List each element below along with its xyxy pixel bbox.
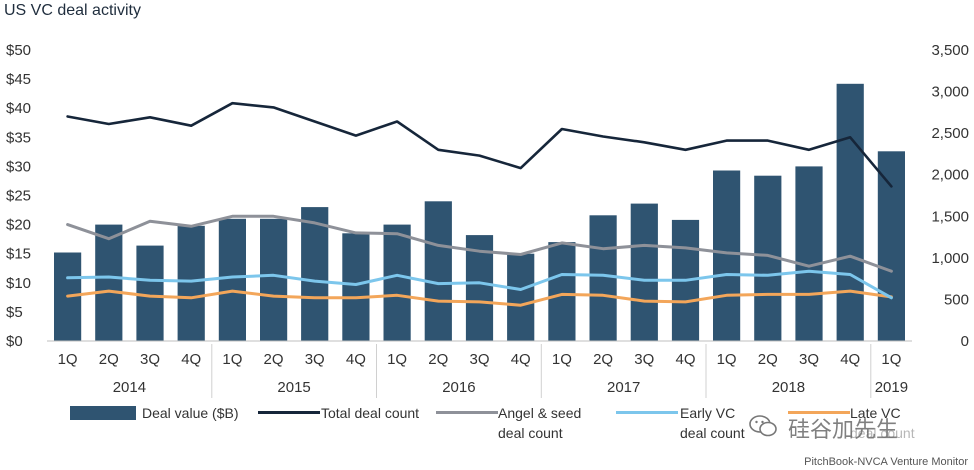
chart-title: US VC deal activity <box>4 2 141 19</box>
bar-deal-value <box>795 166 823 341</box>
legend-label-total: Total deal count <box>321 405 420 421</box>
bar-deal-value <box>260 218 288 341</box>
x-tick-label: 4Q <box>675 351 695 368</box>
legend-label-deal-value: Deal value ($B) <box>142 405 239 421</box>
y-right-tick-label: 500 <box>944 291 969 308</box>
x-tick-label: 1Q <box>552 351 572 368</box>
legend-label-early-line2: deal count <box>680 425 745 441</box>
bar-deal-value <box>507 253 535 341</box>
y-right-tick-label: 1,000 <box>931 250 969 267</box>
y-left-tick-label: $50 <box>6 42 31 59</box>
bar-deal-value <box>713 170 741 341</box>
y-left-tick-label: $10 <box>6 275 31 292</box>
x-year-label: 2014 <box>113 379 146 396</box>
y-left-tick-label: $45 <box>6 71 31 88</box>
legend-swatch-early <box>616 411 678 414</box>
bar-deal-value <box>301 207 329 341</box>
legend-label-angel-line1: Angel & seed <box>498 405 582 421</box>
x-tick-label: 3Q <box>634 351 654 368</box>
x-tick-label: 4Q <box>840 351 860 368</box>
bar-deal-value <box>177 225 205 341</box>
x-tick-label: 1Q <box>58 351 78 368</box>
y-right-tick-label: 0 <box>961 333 969 350</box>
bar-deal-value <box>836 83 864 342</box>
y-right-tick-label: 1,500 <box>931 208 969 225</box>
x-tick-label: 1Q <box>387 351 407 368</box>
x-tick-label: 3Q <box>305 351 325 368</box>
x-year-label: 2016 <box>442 379 475 396</box>
legend-label-late-line1: Late VC <box>850 405 901 421</box>
x-tick-label: 1Q <box>881 351 901 368</box>
bar-deal-value <box>630 203 658 341</box>
legend-swatch-angel <box>436 411 498 414</box>
bar-deal-value <box>136 245 164 341</box>
x-year-label: 2017 <box>607 379 640 396</box>
bar-deal-value <box>383 224 411 341</box>
x-tick-label: 4Q <box>346 351 366 368</box>
x-tick-label: 2Q <box>593 351 613 368</box>
line-early-vc-deal-count <box>66 269 893 300</box>
y-left-tick-label: $20 <box>6 217 31 234</box>
bar-deal-value <box>589 215 617 341</box>
line-group <box>66 101 893 307</box>
bar-deal-value <box>548 242 576 341</box>
source-note: PitchBook-NVCA Venture Monitor <box>804 456 968 468</box>
bar-deal-value <box>218 218 246 341</box>
bar-deal-value <box>424 201 452 341</box>
y-left-tick-label: $5 <box>6 304 23 321</box>
y-right-tick-label: 3,000 <box>931 84 969 101</box>
y-right-tick-label: 2,000 <box>931 167 969 184</box>
watermark-text: 硅谷加先生 <box>788 417 899 442</box>
y-axis-left: $0 $5 $10 $15 $20 $25 $30 $35 $40 $45 $50 <box>6 42 31 350</box>
legend-swatch-total <box>258 411 320 414</box>
y-left-tick-label: $40 <box>6 100 31 117</box>
x-tick-label: 2Q <box>263 351 283 368</box>
bar-deal-value <box>95 224 123 341</box>
x-tick-label: 1Q <box>717 351 737 368</box>
x-tick-label: 3Q <box>799 351 819 368</box>
x-tick-label: 4Q <box>511 351 531 368</box>
y-axis-right: 0 500 1,000 1,500 2,000 2,500 3,000 3,500 <box>931 42 969 350</box>
x-tick-label: 2Q <box>758 351 778 368</box>
x-tick-label: 4Q <box>181 351 201 368</box>
legend-label-angel-line2: deal count <box>498 425 563 441</box>
x-tick-label: 3Q <box>469 351 489 368</box>
y-right-tick-label: 2,500 <box>931 125 969 142</box>
line-late-vc-deal-count <box>66 289 893 307</box>
line-total-deal-count <box>66 101 893 188</box>
bar-deal-value <box>877 151 905 341</box>
y-left-tick-label: $30 <box>6 158 31 175</box>
y-left-tick-label: $0 <box>6 333 23 350</box>
y-right-tick-label: 3,500 <box>931 42 969 59</box>
y-left-tick-label: $15 <box>6 246 31 263</box>
x-year-label: 2018 <box>772 379 805 396</box>
legend-label-late-line2: deal count <box>850 425 915 441</box>
x-tick-label: 2Q <box>428 351 448 368</box>
x-tick-label: 2Q <box>99 351 119 368</box>
bar-deal-value <box>342 233 370 341</box>
legend-swatch-deal-value <box>70 406 136 420</box>
y-left-tick-label: $25 <box>6 188 31 205</box>
x-year-label: 2019 <box>875 379 908 396</box>
wechat-icon <box>749 415 777 437</box>
x-tick-label: 3Q <box>140 351 160 368</box>
legend-label-early-line1: Early VC <box>680 405 736 421</box>
x-tick-label: 1Q <box>222 351 242 368</box>
x-axis: 1Q 2Q 3Q 4Q 1Q 2Q 3Q 4Q 1Q 2Q 3Q 4Q 1Q 2Q 3Q 4Q 1Q 2Q 3Q 4Q… <box>58 344 908 398</box>
y-left-tick-label: $35 <box>6 129 31 146</box>
line-angel-seed-deal-count <box>66 214 893 273</box>
x-year-label: 2015 <box>277 379 310 396</box>
bar-group <box>47 83 912 342</box>
legend-swatch-late <box>788 411 850 414</box>
